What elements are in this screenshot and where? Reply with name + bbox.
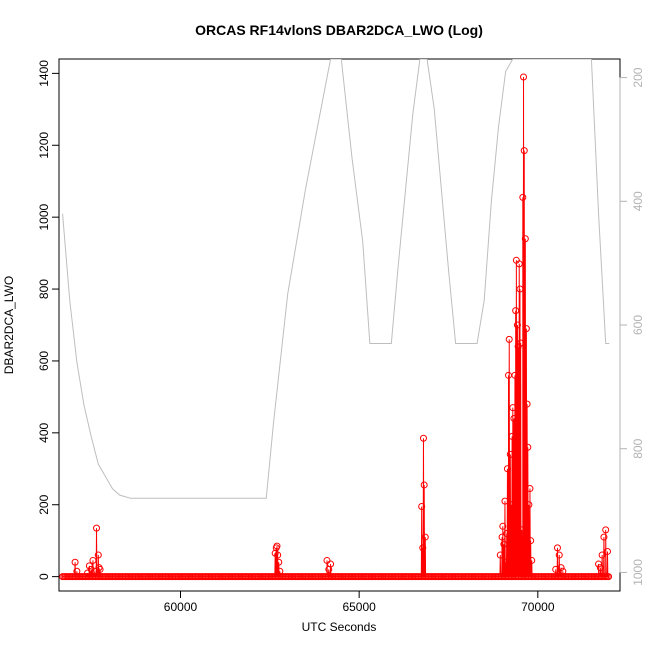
x-tick-label: 70000 <box>521 600 555 614</box>
data-point <box>276 567 284 575</box>
data-point <box>598 551 606 559</box>
data-point <box>509 404 517 412</box>
right-y-axis: 200 400 600 800 1000 <box>619 67 645 586</box>
data-point <box>96 565 104 573</box>
data-point <box>596 564 604 572</box>
data-point <box>496 551 504 559</box>
y-axis-label: DBAR2DCA_LWO <box>2 276 16 374</box>
data-point <box>503 529 511 537</box>
data-point <box>528 556 536 564</box>
data-point <box>520 73 528 81</box>
data-point <box>513 321 521 329</box>
data-point <box>323 556 331 564</box>
right-series-line-layer <box>62 59 610 499</box>
data-point <box>526 485 534 493</box>
y-axis: 0 200 400 600 800 1000 1200 1400 <box>37 60 60 580</box>
data-point <box>94 551 102 559</box>
data-point <box>511 371 519 379</box>
data-point <box>524 443 532 451</box>
data-point <box>525 501 533 509</box>
y-tick-label: 200 <box>37 494 51 514</box>
data-point <box>595 560 603 568</box>
data-point <box>600 533 608 541</box>
data-point <box>519 193 527 201</box>
data-point <box>520 147 528 155</box>
data-point <box>274 551 282 559</box>
data-point <box>273 542 281 550</box>
x-axis: 60000 65000 70000 <box>164 590 555 614</box>
data-point <box>93 524 101 532</box>
data-point <box>85 562 93 570</box>
right-y-tick-label: 200 <box>631 67 645 87</box>
data-point <box>71 558 79 566</box>
data-point <box>500 540 508 548</box>
y-tick-label: 1000 <box>37 203 51 230</box>
data-point <box>559 567 567 575</box>
right-y-tick-label: 800 <box>631 438 645 458</box>
data-point <box>95 564 103 572</box>
data-point <box>555 551 563 559</box>
data-point <box>421 533 429 541</box>
data-point <box>527 537 535 545</box>
data-point <box>517 339 525 347</box>
data-point <box>503 465 511 473</box>
y-tick-label: 1400 <box>37 60 51 87</box>
data-point <box>515 260 523 268</box>
data-point <box>327 560 335 568</box>
y-tick-label: 800 <box>37 279 51 299</box>
data-point <box>512 307 520 315</box>
data-point <box>502 558 510 566</box>
primary-series-points-layer <box>59 73 613 581</box>
data-point <box>506 450 514 458</box>
data-point <box>505 335 513 343</box>
data-point <box>418 503 426 511</box>
y-tick-label: 1200 <box>37 132 51 159</box>
data-point <box>518 526 526 534</box>
x-tick-label: 65000 <box>342 600 376 614</box>
y-tick-label: 600 <box>37 351 51 371</box>
y-tick-label: 400 <box>37 423 51 443</box>
data-point <box>557 564 565 572</box>
x-tick-label: 60000 <box>164 600 198 614</box>
data-point <box>499 522 507 530</box>
data-point <box>603 547 611 555</box>
data-point <box>89 556 97 564</box>
data-point <box>508 432 516 440</box>
right-y-tick-label: 600 <box>631 315 645 335</box>
data-point <box>602 526 610 534</box>
chart-title: ORCAS RF14vlonS DBAR2DCA_LWO (Log) <box>195 22 483 38</box>
x-axis-label: UTC Seconds <box>302 620 377 634</box>
data-point <box>84 569 92 577</box>
data-point <box>521 235 529 243</box>
data-point <box>73 567 81 575</box>
data-point <box>419 544 427 552</box>
data-point <box>507 501 515 509</box>
data-point <box>420 481 428 489</box>
y-tick-label: 0 <box>37 573 51 580</box>
data-point <box>498 533 506 541</box>
data-point <box>419 434 427 442</box>
data-point <box>275 558 283 566</box>
right-y-tick-label: 400 <box>631 191 645 211</box>
data-point <box>553 544 561 552</box>
baseline-point <box>605 573 613 581</box>
data-point <box>501 497 509 505</box>
data-point <box>523 400 531 408</box>
data-point <box>87 565 95 573</box>
plot-frame <box>58 58 621 592</box>
data-point <box>510 414 518 422</box>
right-y-tick-label: 1000 <box>631 559 645 586</box>
data-point <box>522 325 530 333</box>
right-series-line <box>62 59 610 499</box>
data-point <box>516 285 524 293</box>
